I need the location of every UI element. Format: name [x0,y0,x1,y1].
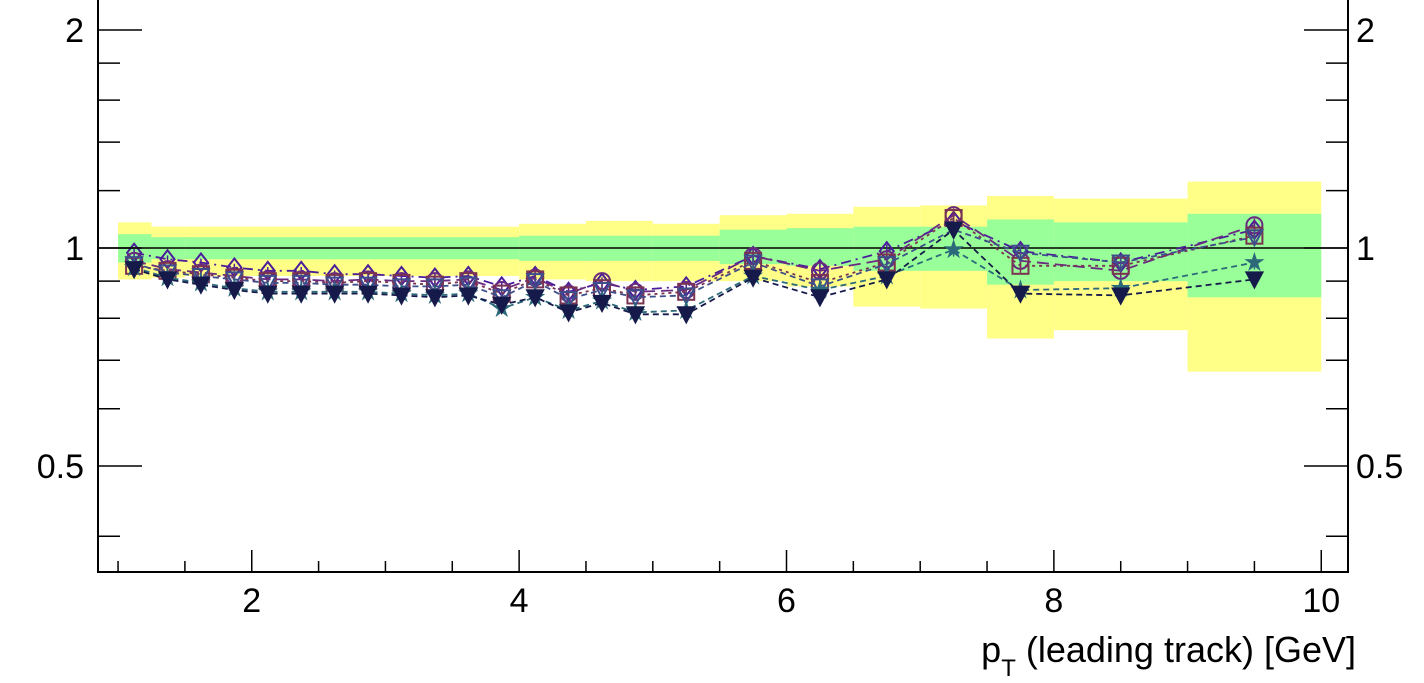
data-point-filled-triangle-down [1111,287,1131,306]
x-tick-label: 8 [1044,582,1063,620]
data-point-open-triangle-down [458,276,478,295]
data-point-open-triangle-down [191,267,211,287]
y-tick-label-right: 2 [1356,12,1375,50]
data-point-filled-triangle-down [492,296,512,315]
data-point-filled-triangle-down [1244,271,1265,290]
series-line [133,228,1255,301]
data-point-filled-triangle-down [124,261,144,280]
data-point-filled-triangle-down [324,285,345,304]
data-point-open-triangle-down [1010,244,1031,263]
data-point-open-triangle-down [291,274,311,294]
data-point-open-triangle-down [592,282,612,301]
plot-frame [97,0,1349,573]
data-point-filled-triangle-down [291,285,311,304]
data-point-filled-triangle-down [558,304,579,323]
data-point-filled-triangle-down [191,276,211,295]
data-point-open-triangle-down [877,256,897,275]
axes-ticks: 2 4 6 8 10 0.5 0.5 1 1 2 2 [37,12,1404,620]
data-point-open-triangle-down [558,291,579,310]
data-point-open-triangle-down [391,278,412,297]
y-tick-label-left: 2 [65,12,84,50]
y-tick-label-right: 0.5 [1356,448,1403,486]
data-point-filled-triangle-down [525,289,545,308]
y-tick-label-left: 1 [65,230,84,268]
data-point-open-triangle-down [525,273,545,292]
data-point-filled-triangle-down [625,306,646,325]
x-axis-title-rest: (leading track) [GeV] [1016,629,1356,670]
data-point-open-triangle-down [1111,254,1131,273]
data-point-filled-triangle-down [258,285,278,304]
data-point-open-triangle-down [224,271,245,290]
data-point-star [943,238,964,259]
data-point-filled-triangle-down [1010,285,1031,304]
data-point-filled-triangle-down [358,285,378,304]
data-point-open-triangle-down [425,278,445,297]
y-tick-label-left: 0.5 [37,448,84,486]
data-point-star [1244,251,1265,272]
x-tick-label: 2 [242,582,261,620]
data-point-filled-triangle-down [743,269,763,288]
series-line [133,216,1255,297]
data-point-filled-triangle-down [224,282,245,301]
data-series [123,206,1265,325]
data-point-filled-triangle-down [425,289,445,308]
data-point-filled-triangle-down [157,271,178,290]
data-point-open-triangle-down [358,276,378,295]
data-point-filled-triangle-down [877,271,897,290]
data-point-filled-triangle-down [391,287,412,306]
y-tick-label-right: 1 [1356,230,1375,268]
x-tick-label: 10 [1302,582,1340,620]
x-axis-title: pT (leading track) [GeV] [981,629,1356,682]
data-point-open-triangle-down [258,274,278,294]
x-tick-label: 4 [510,582,529,620]
data-point-open-triangle-down [1244,229,1265,248]
data-point-filled-triangle-down [943,221,964,240]
data-point-open-triangle-down [324,276,345,295]
data-point-filled-triangle-down [592,294,612,313]
series-line [133,219,1255,293]
data-point-filled-triangle-down [810,289,830,308]
x-axis-title-subscript: T [1001,655,1016,682]
data-point-open-triangle-down [743,254,763,273]
data-point-filled-triangle-down [458,287,478,306]
data-point-open-triangle-down [625,289,646,308]
data-point-open-triangle-down [676,287,696,306]
data-point-filled-triangle-down [676,306,696,325]
band-inner-bin-7 [853,226,988,271]
series-5 [124,221,1265,325]
x-tick-label: 6 [777,582,796,620]
